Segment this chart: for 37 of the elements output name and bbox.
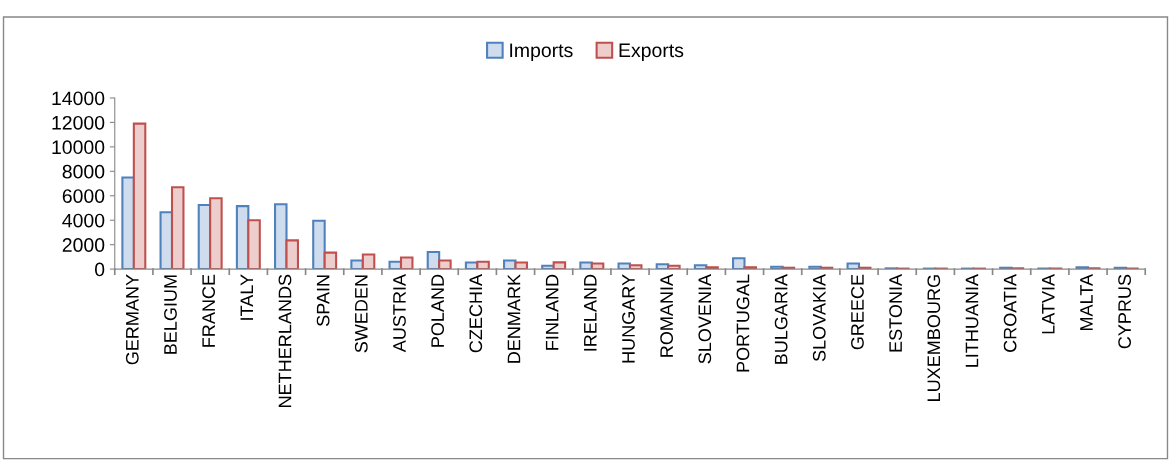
- legend-label: Exports: [619, 43, 684, 62]
- x-tick-label: CYPRUS: [1118, 274, 1131, 349]
- x-tick-label: ESTONIA: [889, 274, 903, 352]
- x-tick-label: BULGARIA: [774, 274, 788, 364]
- x-tick-label: AUSTRIA: [393, 274, 406, 353]
- y-tick-label: 12000: [52, 115, 105, 130]
- y-tick-label: 8000: [62, 164, 105, 179]
- y-tick-label: 6000: [62, 189, 105, 203]
- y-tick-label: 4000: [62, 213, 105, 228]
- x-tick-label: CZECHIA: [469, 274, 483, 353]
- x-tick-label: ROMANIA: [660, 274, 674, 357]
- x-tick-label: SWEDEN: [354, 275, 368, 353]
- x-tick-label: FINLAND: [545, 274, 559, 350]
- x-tick-label: FRANCE: [202, 274, 216, 347]
- x-tick-label: MALTA: [1080, 274, 1093, 331]
- x-tick-label: GREECE: [851, 274, 864, 350]
- legend-label: Imports: [510, 43, 573, 62]
- x-tick-label: LATVIA: [1042, 274, 1055, 334]
- x-tick-label: SLOVENIA: [698, 274, 712, 364]
- y-tick-label: 10000: [52, 140, 105, 155]
- x-tick-label: CROATIA: [1003, 274, 1017, 352]
- x-tick-label: SLOVAKIA: [812, 274, 826, 362]
- x-tick-label: DENMARK: [507, 274, 521, 363]
- x-tick-label: LITHUANIA: [965, 274, 979, 367]
- x-tick-label: NETHERLANDS: [278, 274, 292, 407]
- x-tick-label: PORTUGAL: [736, 274, 750, 372]
- x-tick-label: BELGIUM: [164, 275, 177, 354]
- y-tick-label: 14000: [52, 91, 105, 106]
- x-tick-label: HUNGARY: [622, 274, 635, 363]
- y-tick-label: 2000: [62, 238, 105, 252]
- y-tick-label: 0: [94, 262, 105, 277]
- x-tick-label: GERMANY: [125, 274, 139, 365]
- x-tick-label: SPAIN: [316, 275, 330, 326]
- x-tick-label: IRELAND: [584, 274, 597, 351]
- x-tick-label: POLAND: [431, 274, 445, 347]
- x-tick-label: LUXEMBOURG: [927, 275, 941, 401]
- x-tick-label: ITALY: [240, 274, 254, 320]
